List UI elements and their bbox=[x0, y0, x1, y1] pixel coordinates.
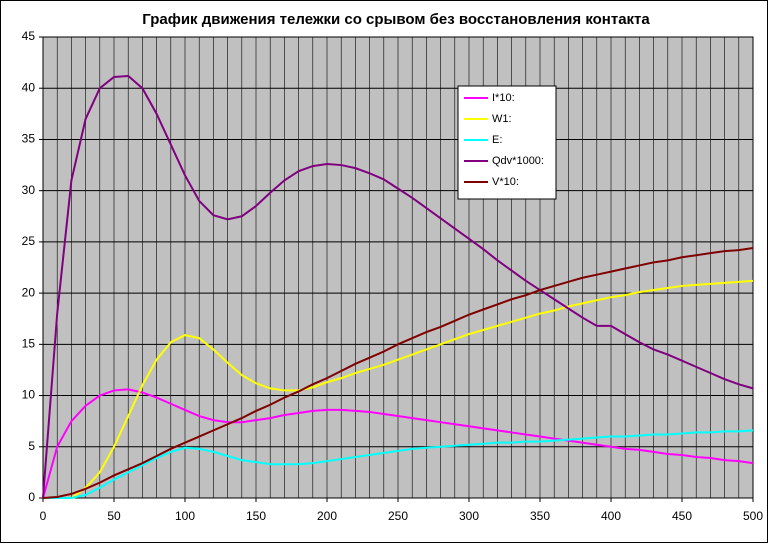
y-tick-label: 15 bbox=[22, 337, 36, 351]
legend-label: E: bbox=[492, 134, 502, 146]
y-tick-label: 30 bbox=[22, 183, 36, 197]
x-tick-label: 100 bbox=[175, 509, 195, 523]
y-tick-label: 5 bbox=[28, 439, 35, 453]
legend-box bbox=[457, 85, 557, 200]
x-tick-label: 500 bbox=[743, 509, 763, 523]
legend-label: I*10: bbox=[492, 92, 515, 104]
chart-title: График движения тележки со срывом без во… bbox=[142, 11, 650, 28]
x-tick-label: 150 bbox=[246, 509, 266, 523]
legend-label: V*10: bbox=[492, 176, 519, 188]
series-line bbox=[43, 279, 754, 499]
y-tick-label: 20 bbox=[22, 285, 36, 299]
x-tick-label: 450 bbox=[672, 509, 692, 523]
y-tick-label: 35 bbox=[22, 132, 36, 146]
x-tick-label: 50 bbox=[107, 509, 121, 523]
plot-border bbox=[42, 36, 754, 499]
x-tick-label: 300 bbox=[459, 509, 479, 523]
series-line bbox=[42, 247, 754, 499]
y-tick-label: 10 bbox=[22, 388, 36, 402]
x-tick-label: 200 bbox=[317, 509, 337, 523]
legend-label: Qdv*1000: bbox=[492, 155, 544, 167]
x-tick-label: 0 bbox=[40, 509, 47, 523]
legend-label: W1: bbox=[492, 113, 512, 125]
y-tick-label: 40 bbox=[22, 80, 36, 94]
x-tick-label: 350 bbox=[530, 509, 550, 523]
series-line bbox=[42, 388, 754, 499]
y-tick-label: 45 bbox=[22, 29, 36, 43]
x-tick-label: 400 bbox=[601, 509, 621, 523]
series-line bbox=[42, 74, 754, 499]
y-tick-label: 25 bbox=[22, 234, 36, 248]
y-tick-label: 0 bbox=[28, 490, 35, 504]
series-line bbox=[43, 429, 754, 499]
x-tick-label: 250 bbox=[388, 509, 408, 523]
